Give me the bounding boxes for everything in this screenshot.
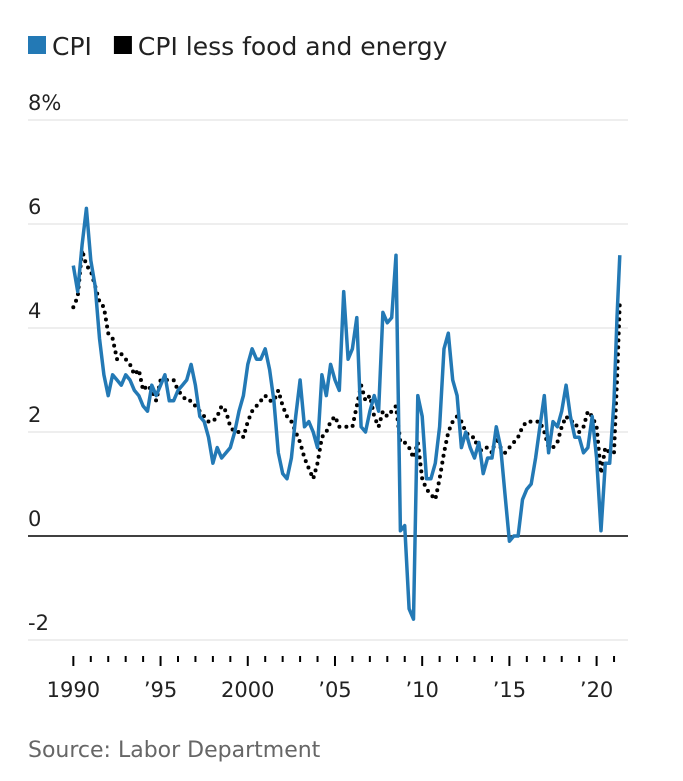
x-tick-label: ’10 (405, 678, 438, 702)
y-tick-label: -2 (28, 611, 49, 635)
y-tick-label: 0 (28, 507, 41, 531)
y-tick-label: 6 (28, 195, 41, 219)
x-tick-label: ’20 (580, 678, 613, 702)
legend-swatch (28, 36, 46, 54)
x-tick-label: 1990 (47, 678, 100, 702)
y-tick-label: 2 (28, 403, 41, 427)
x-tick-label: 2000 (221, 678, 274, 702)
legend-label: CPI less food and energy (138, 32, 448, 61)
y-tick-label: 8% (28, 91, 61, 115)
x-tick-label: ’95 (144, 678, 177, 702)
source-note: Source: Labor Department (28, 738, 321, 763)
x-tick-label: ’15 (493, 678, 526, 702)
legend-label: CPI (52, 32, 92, 61)
series-line (71, 206, 622, 621)
series-line (71, 248, 622, 502)
y-tick-label: 4 (28, 299, 41, 323)
x-tick-label: ’05 (318, 678, 351, 702)
legend-swatch (113, 36, 132, 54)
